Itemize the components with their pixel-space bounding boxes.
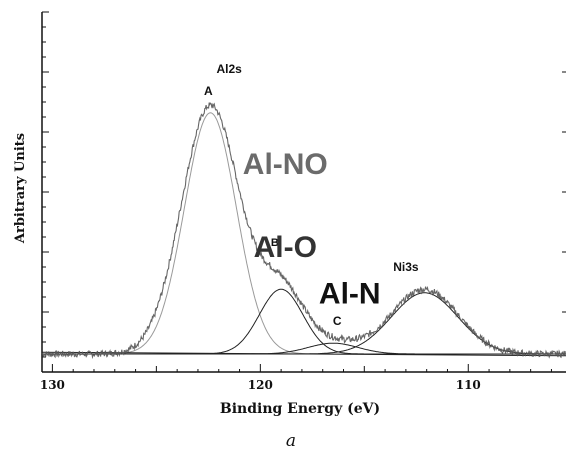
peak-annotation: Al-N xyxy=(319,278,381,311)
x-tick-label: 130 xyxy=(40,378,65,392)
peak-annotation: A xyxy=(204,84,213,98)
x-tick-label: 120 xyxy=(248,378,273,392)
figure-caption: a xyxy=(286,431,296,451)
background-baseline xyxy=(41,351,566,357)
peak-annotation: Ni3s xyxy=(393,260,419,274)
x-axis-label: Binding Energy (eV) xyxy=(220,401,380,417)
peak-annotation: C xyxy=(333,314,342,328)
peak-annotation: Al2s xyxy=(216,62,242,76)
peak-annotation: B xyxy=(271,237,279,249)
peak-annotation: Al-O xyxy=(254,231,317,264)
y-axis-label: Arbitrary Units xyxy=(13,133,28,244)
x-tick-label: 110 xyxy=(456,378,481,392)
peak-annotation: Al-NO xyxy=(243,148,328,181)
measured-spectrum-line xyxy=(41,102,566,360)
